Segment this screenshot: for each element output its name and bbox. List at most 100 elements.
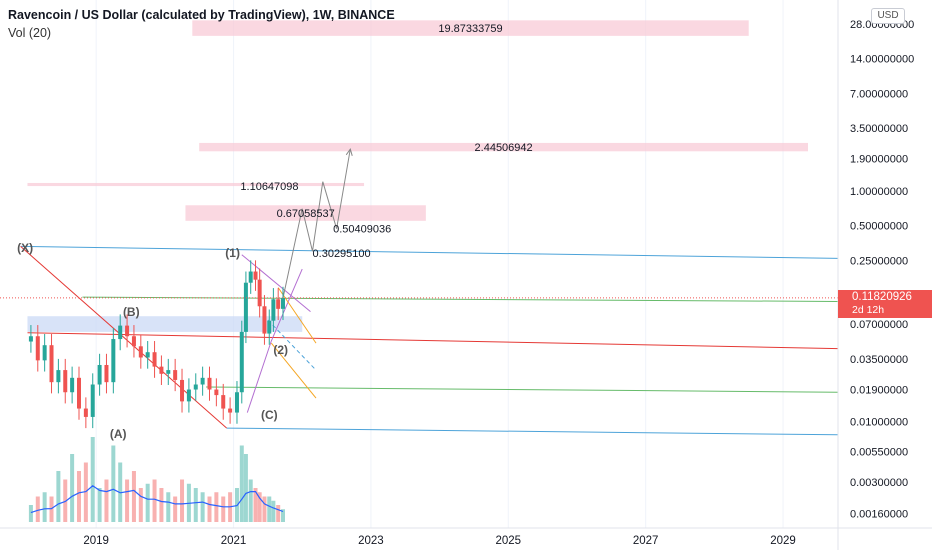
zone-label: 19.87333759 — [438, 23, 502, 35]
trend-line — [270, 342, 317, 399]
volume-bar — [173, 496, 178, 522]
level-label: 1.10647098 — [240, 181, 298, 193]
volume-bar — [239, 445, 244, 522]
target-zone — [192, 20, 749, 36]
candle-body — [49, 345, 54, 383]
volume-bar — [90, 437, 95, 522]
price-tick-label: 1.90000000 — [850, 154, 908, 166]
volume-bar — [280, 509, 285, 522]
volume-bar — [76, 471, 81, 522]
candle-body — [145, 352, 150, 358]
candle-body — [248, 271, 253, 283]
price-tick-label: 0.25000000 — [850, 255, 908, 267]
candle-body — [280, 297, 285, 309]
volume-bar — [200, 492, 205, 522]
current-price-badge: 0.11820926 2d 12h — [838, 290, 932, 318]
volume-indicator-label[interactable]: Vol (20) — [8, 26, 52, 40]
target-zone — [199, 142, 808, 152]
time-tick-label: 2027 — [633, 535, 659, 547]
candle-body — [159, 366, 164, 374]
volume-bar — [193, 488, 198, 522]
candle-countdown: 2d 12h — [852, 304, 885, 316]
volume-bar — [131, 471, 136, 522]
support-zone — [27, 316, 303, 332]
candle-body — [271, 299, 276, 321]
candle-body — [234, 392, 239, 413]
candle-body — [221, 395, 226, 409]
time-tick-label: 2019 — [83, 535, 109, 547]
trend-line — [206, 386, 839, 393]
volume-bar — [262, 496, 267, 522]
trend-line — [241, 254, 311, 312]
candle-body — [193, 384, 198, 390]
price-tick-label: 0.03500000 — [850, 354, 908, 366]
zone-label: 0.67058537 — [277, 208, 335, 220]
price-tick-label: 7.00000000 — [850, 88, 908, 100]
price-tick-label: 14.00000000 — [850, 54, 914, 66]
candle-body — [138, 346, 143, 358]
currency-button[interactable]: USD — [871, 8, 905, 24]
volume-bar — [276, 505, 281, 522]
volume-bar — [111, 445, 116, 522]
price-tick-label: 0.00160000 — [850, 509, 908, 521]
trend-line — [246, 268, 303, 413]
volume-bar — [152, 479, 157, 522]
candle-body — [76, 377, 81, 409]
time-tick-label: 2023 — [358, 535, 384, 547]
wave-label: (X) — [17, 241, 33, 255]
wave-label: (B) — [123, 305, 140, 319]
price-tick-label: 0.07000000 — [850, 319, 908, 331]
arrow-head — [345, 147, 353, 156]
price-tick-label: 1.00000000 — [850, 186, 908, 198]
candle-body — [214, 389, 219, 396]
wave-label: (C) — [261, 408, 278, 422]
volume-bar — [271, 500, 276, 522]
wave-label: (1) — [225, 246, 240, 260]
volume-bar — [28, 505, 33, 522]
price-tick-label: 0.00550000 — [850, 447, 908, 459]
volume-bar — [63, 479, 68, 522]
level-label: 0.30295100 — [313, 248, 371, 260]
candle-body — [180, 379, 185, 402]
time-tick-label: 2029 — [770, 535, 796, 547]
trend-line — [267, 319, 317, 371]
projection-path — [282, 149, 351, 299]
candle-body — [173, 370, 178, 380]
target-zone — [27, 182, 365, 187]
level-label: 0.50409036 — [333, 224, 391, 236]
candle-body — [267, 320, 272, 334]
candle-body — [262, 306, 267, 334]
candle-body — [131, 336, 136, 347]
target-zone — [185, 205, 426, 221]
volume-bar — [35, 496, 40, 522]
time-tick-label: 2021 — [221, 535, 247, 547]
candle-body — [243, 282, 248, 332]
candle-body — [111, 339, 116, 383]
candle-body — [63, 370, 68, 393]
volume-bar — [166, 492, 171, 522]
volume-bar — [83, 462, 88, 522]
volume-bar — [145, 483, 150, 522]
volume-bar — [214, 492, 219, 522]
volume-bar — [138, 488, 143, 522]
candle-body — [70, 377, 75, 393]
volume-bar — [42, 492, 47, 522]
time-tick-label: 2025 — [495, 535, 521, 547]
volume-bar — [207, 496, 212, 522]
trend-line — [20, 246, 228, 429]
candle-body — [90, 384, 95, 417]
candle-body — [28, 336, 33, 342]
zone-label: 2.44506942 — [475, 142, 533, 154]
volume-bar — [56, 471, 61, 522]
volume-bar — [180, 479, 185, 522]
volume-bar — [125, 479, 130, 522]
candle-body — [104, 364, 109, 383]
trend-line — [226, 427, 839, 436]
candle-body — [42, 345, 47, 361]
candle-body — [118, 325, 123, 340]
candle-body — [253, 271, 258, 280]
candle-body — [200, 377, 205, 385]
volume-bar — [104, 479, 109, 522]
